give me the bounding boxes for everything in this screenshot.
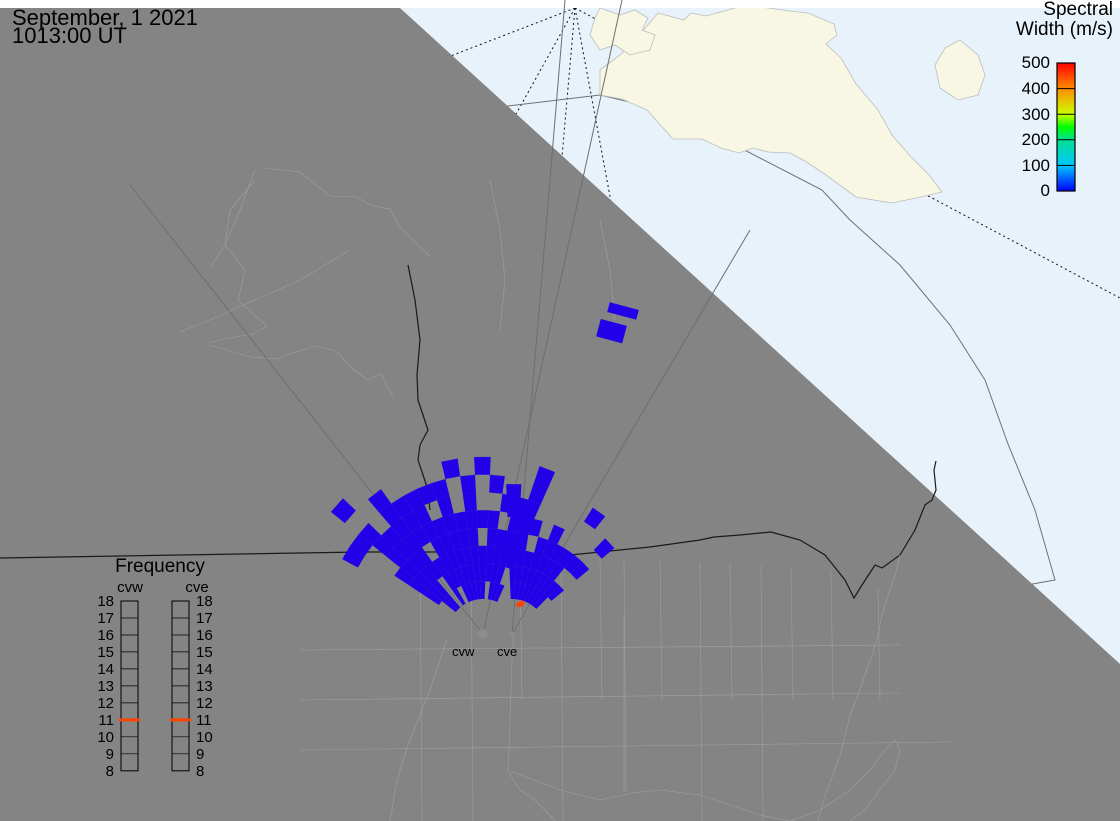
svg-text:17: 17 (196, 610, 213, 627)
svg-text:15: 15 (97, 644, 114, 661)
svg-text:16: 16 (97, 627, 114, 644)
svg-text:cvw: cvw (452, 644, 475, 659)
svg-text:200: 200 (1022, 130, 1050, 149)
svg-text:15: 15 (196, 644, 213, 661)
svg-text:1013:00 UT: 1013:00 UT (12, 23, 127, 48)
svg-text:18: 18 (196, 593, 213, 610)
svg-text:0: 0 (1041, 181, 1050, 200)
svg-text:Frequency: Frequency (115, 556, 205, 577)
svg-text:16: 16 (196, 627, 213, 644)
svg-text:10: 10 (196, 729, 213, 746)
svg-text:17: 17 (97, 610, 114, 627)
svg-text:13: 13 (196, 678, 213, 695)
svg-text:13: 13 (97, 678, 114, 695)
svg-text:Spectral: Spectral (1043, 0, 1113, 20)
svg-text:8: 8 (106, 763, 114, 780)
svg-text:14: 14 (97, 661, 114, 678)
svg-text:100: 100 (1022, 156, 1050, 175)
svg-text:cve: cve (497, 644, 517, 659)
svg-text:11: 11 (98, 712, 114, 729)
svg-text:11: 11 (196, 712, 212, 729)
svg-text:9: 9 (106, 746, 114, 763)
svg-text:12: 12 (196, 695, 213, 712)
svg-text:300: 300 (1022, 105, 1050, 124)
svg-text:12: 12 (97, 695, 114, 712)
svg-text:14: 14 (196, 661, 213, 678)
svg-text:18: 18 (97, 593, 114, 610)
svg-text:9: 9 (196, 746, 204, 763)
svg-text:10: 10 (97, 729, 114, 746)
svg-text:400: 400 (1022, 79, 1050, 98)
svg-text:8: 8 (196, 763, 204, 780)
svg-text:cvw: cvw (117, 579, 143, 596)
svg-text:500: 500 (1022, 53, 1050, 72)
svg-text:Width (m/s): Width (m/s) (1016, 19, 1113, 40)
